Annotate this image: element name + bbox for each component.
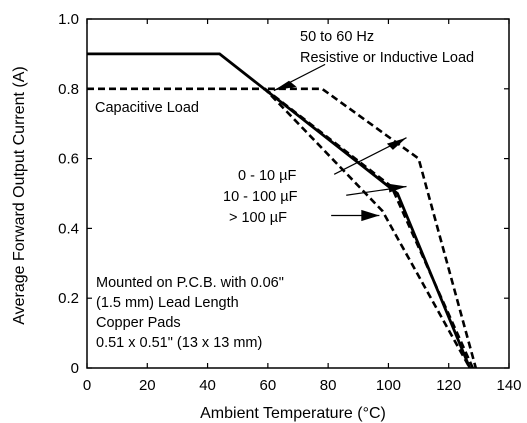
y-axis-title: Average Forward Output Current (A): [11, 66, 28, 324]
cap-arrowhead-gt-100: [361, 209, 380, 222]
cap-range-10-100: 10 - 100 µF: [223, 189, 298, 205]
freq-label-line2: Resistive or Inductive Load: [300, 50, 474, 66]
x-tick-label: 80: [320, 377, 337, 394]
mount-note-line2: (1.5 mm) Lead Length: [96, 295, 239, 311]
y-tick-label: 0.8: [58, 81, 79, 98]
mount-note-line1: Mounted on P.C.B. with 0.06": [96, 275, 284, 291]
y-tick-label: 0.2: [58, 290, 79, 307]
mount-note-line4: 0.51 x 0.51" (13 x 13 mm): [96, 335, 262, 351]
x-tick-label: 60: [260, 377, 277, 394]
x-tick-label: 100: [376, 377, 401, 394]
cap-range-0-10: 0 - 10 µF: [238, 168, 296, 184]
y-tick-label: 0: [71, 360, 79, 377]
x-tick-label: 40: [199, 377, 216, 394]
x-tick-label: 120: [436, 377, 461, 394]
x-tick-label: 0: [83, 377, 91, 394]
x-tick-label: 20: [139, 377, 156, 394]
cap-arrowhead-10-100: [388, 183, 407, 193]
freq-label-arrowhead: [273, 80, 297, 91]
annotations: 50 to 60 Hz Resistive or Inductive Load …: [95, 29, 474, 351]
series-line-2: [264, 87, 474, 369]
series-line-1: [87, 87, 471, 369]
axes: 0 20 40 60 80 100 120 140 0 0.2 0.4 0.6 0.8 1.0 Ambien…: [11, 11, 522, 422]
series-line-3: [267, 87, 478, 369]
plot-frame: [86, 18, 510, 369]
x-tick-label: 140: [496, 377, 521, 394]
y-tick-label: 0.4: [58, 220, 79, 237]
capacitive-load-label: Capacitive Load: [95, 100, 199, 116]
y-tick-label: 0.6: [58, 151, 79, 168]
y-tick-label: 1.0: [58, 11, 79, 28]
mount-note-line3: Copper Pads: [96, 315, 181, 331]
cap-range-gt-100: > 100 µF: [229, 210, 287, 226]
freq-label-line1: 50 to 60 Hz: [300, 29, 374, 45]
x-axis-title: Ambient Temperature (°C): [200, 405, 386, 422]
cap-arrowhead-0-10: [386, 137, 407, 150]
